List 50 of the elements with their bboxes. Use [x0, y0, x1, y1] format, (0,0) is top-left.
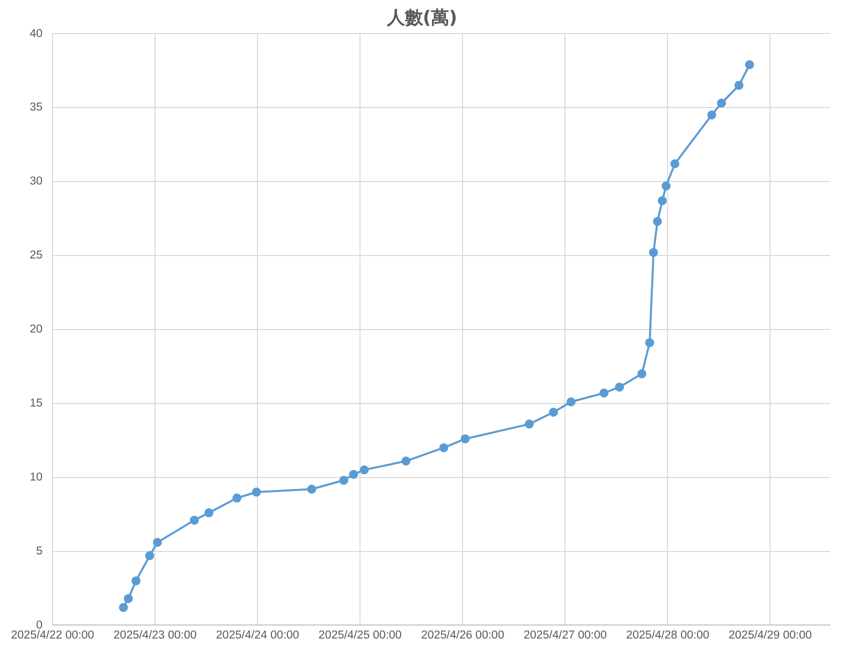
point — [548, 408, 558, 417]
chart-title: 人數(萬) — [386, 7, 458, 28]
x-tick-label: 2025/4/23 00:00 — [114, 629, 197, 642]
point — [649, 248, 658, 257]
y-tick-label: 40 — [30, 28, 43, 40]
x-tick-label: 2025/4/27 00:00 — [524, 629, 607, 642]
x-tick-label: 2025/4/28 00:00 — [626, 629, 710, 642]
y-tick-label: 10 — [30, 471, 43, 484]
x-tick-label: 2025/4/22 00:00 — [10, 629, 94, 642]
y-tick-label: 15 — [30, 398, 43, 410]
point — [734, 80, 744, 90]
point — [566, 397, 576, 406]
x-tick-label: 2025/4/26 00:00 — [421, 629, 504, 642]
point — [152, 538, 162, 547]
y-tick-label: 35 — [30, 102, 43, 114]
point — [658, 196, 667, 206]
point — [600, 388, 609, 398]
y-tick-label: 5 — [36, 545, 43, 558]
point — [524, 420, 534, 429]
point — [707, 110, 716, 120]
point — [614, 382, 624, 392]
y-tick-label: 20 — [30, 324, 43, 336]
point — [232, 494, 242, 503]
y-tick-label: 0 — [36, 619, 43, 632]
point — [401, 456, 410, 466]
point — [745, 60, 754, 70]
point — [118, 602, 128, 612]
point — [204, 508, 214, 518]
x-tick-label: 2025/4/29 00:00 — [728, 629, 812, 642]
point — [460, 434, 470, 444]
point — [132, 576, 141, 586]
point — [717, 98, 726, 108]
x-tick-label: 2025/4/25 00:00 — [318, 629, 402, 642]
point — [652, 216, 662, 226]
point — [190, 516, 199, 525]
point — [339, 476, 348, 485]
point — [307, 484, 316, 494]
x-tick-label: 2025/4/24 00:00 — [216, 629, 300, 642]
point — [439, 443, 448, 452]
point — [252, 488, 261, 497]
y-tick-label: 25 — [30, 250, 43, 262]
point — [662, 181, 671, 190]
point — [124, 594, 133, 604]
y-tick-label: 30 — [30, 176, 43, 188]
point — [360, 465, 369, 474]
point — [637, 369, 646, 378]
point — [145, 551, 154, 560]
point — [645, 338, 654, 348]
point — [670, 159, 680, 168]
point — [349, 470, 358, 479]
